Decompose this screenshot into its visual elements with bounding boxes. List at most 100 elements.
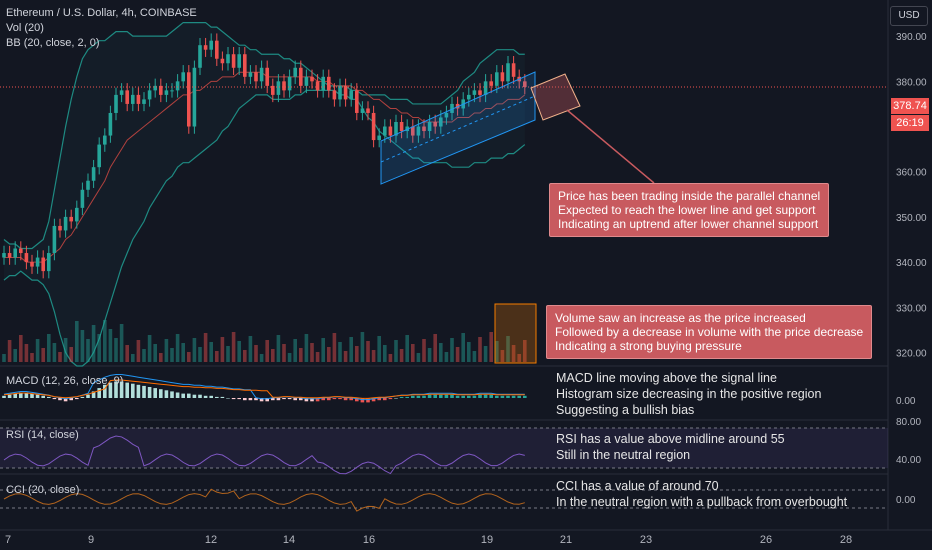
candle-body bbox=[439, 117, 443, 127]
macd-histogram-bar bbox=[327, 398, 331, 401]
candle-body bbox=[91, 167, 96, 181]
macd-histogram-bar bbox=[343, 398, 348, 401]
candle-body bbox=[80, 189, 85, 208]
candle-body bbox=[254, 72, 258, 82]
candle-body bbox=[315, 81, 320, 91]
channel-note-line-1: Price has been trading inside the parall… bbox=[558, 189, 821, 203]
macd-histogram-bar bbox=[175, 392, 180, 398]
volume-bar bbox=[355, 346, 359, 362]
volume-bar bbox=[315, 352, 320, 362]
candle-body bbox=[231, 54, 236, 68]
volume-bar bbox=[310, 343, 314, 362]
volume-bar bbox=[203, 333, 208, 362]
candle-body bbox=[7, 253, 12, 258]
candle-body bbox=[220, 58, 225, 64]
candle-body bbox=[131, 94, 135, 104]
price-tick-label: 350.00 bbox=[896, 213, 927, 224]
candle-body bbox=[248, 72, 253, 77]
indicator-tick-label: 40.00 bbox=[896, 455, 921, 466]
volume-bar bbox=[175, 334, 180, 362]
macd-histogram-bar bbox=[125, 382, 129, 398]
parallel-channel bbox=[380, 71, 536, 185]
macd-histogram-bar bbox=[483, 394, 488, 398]
macd-histogram-bar bbox=[287, 398, 292, 400]
macd-histogram-bar bbox=[293, 398, 297, 401]
macd-histogram-bar bbox=[248, 398, 253, 401]
candle-body bbox=[69, 216, 73, 222]
currency-button[interactable]: USD bbox=[890, 6, 928, 26]
macd-histogram-bar bbox=[360, 398, 365, 403]
candle-body bbox=[97, 144, 101, 168]
candle-body bbox=[147, 90, 152, 100]
macd-histogram-bar bbox=[30, 393, 34, 398]
macd-histogram-bar bbox=[338, 398, 342, 400]
volume-bar bbox=[52, 343, 57, 362]
candle-body bbox=[41, 257, 45, 272]
macd-histogram-bar bbox=[388, 398, 393, 400]
rsi-pane-label: RSI (14, close) bbox=[6, 429, 79, 441]
volume-bar bbox=[287, 353, 292, 362]
channel-midline bbox=[380, 95, 536, 163]
candle-body bbox=[187, 72, 191, 127]
volume-bar bbox=[226, 346, 230, 362]
candle-body bbox=[304, 76, 309, 86]
volume-bar bbox=[461, 333, 465, 362]
macd-histogram-bar bbox=[450, 394, 454, 398]
volume-bar bbox=[455, 347, 460, 362]
candle-body bbox=[310, 76, 314, 82]
volume-bar bbox=[254, 345, 258, 362]
cci-note-line-1: CCI has a value of around 70 bbox=[556, 479, 719, 493]
candle-body bbox=[450, 103, 454, 113]
macd-line bbox=[3, 374, 525, 401]
indicator-tick-label: 80.00 bbox=[896, 417, 921, 428]
candle-body bbox=[192, 67, 197, 127]
macd-histogram-bar bbox=[455, 395, 460, 398]
macd-histogram-bar bbox=[433, 394, 437, 398]
macd-histogram-bar bbox=[315, 398, 320, 402]
price-tick-label: 380.00 bbox=[896, 77, 927, 88]
price-tick-label: 360.00 bbox=[896, 168, 927, 179]
volume-bar bbox=[231, 332, 236, 362]
candle-body bbox=[271, 85, 275, 95]
candle-body bbox=[355, 90, 359, 113]
macd-histogram-bar bbox=[69, 398, 73, 401]
time-tick-label: 19 bbox=[481, 534, 493, 546]
macd-histogram-bar bbox=[170, 391, 174, 398]
volume-bar bbox=[265, 340, 269, 362]
candle-body bbox=[209, 40, 213, 50]
volume-bar bbox=[439, 343, 443, 362]
volume-bar bbox=[131, 354, 135, 362]
candle-body bbox=[478, 90, 482, 95]
candle-body bbox=[243, 54, 247, 77]
macd-histogram-bar bbox=[181, 393, 185, 398]
macd-histogram-bar bbox=[461, 395, 465, 398]
macd-histogram-bar bbox=[265, 398, 269, 402]
macd-histogram-bar bbox=[231, 398, 236, 400]
macd-histogram-bar bbox=[159, 389, 163, 398]
volume-bar bbox=[444, 352, 449, 362]
macd-histogram-bar bbox=[472, 395, 477, 398]
candle-body bbox=[142, 99, 146, 104]
volume-bar bbox=[142, 349, 146, 362]
macd-histogram-bar bbox=[517, 395, 521, 398]
volume-bar bbox=[523, 340, 527, 362]
volume-bar bbox=[500, 350, 505, 362]
macd-histogram-bar bbox=[500, 395, 505, 398]
volume-bar bbox=[388, 354, 393, 362]
candle-body bbox=[119, 90, 124, 95]
macd-note-line-2: Histogram size decreasing in the positiv… bbox=[556, 387, 822, 401]
volume-bar bbox=[377, 336, 381, 362]
volume-note-line-3: Indicating a strong buying pressure bbox=[555, 339, 742, 353]
macd-histogram-bar bbox=[254, 398, 258, 401]
volume-bar bbox=[63, 338, 68, 362]
volume-bar bbox=[97, 334, 101, 362]
candle-body bbox=[383, 126, 387, 136]
macd-histogram-bar bbox=[58, 398, 62, 401]
volume-bar bbox=[293, 339, 297, 362]
macd-histogram-bar bbox=[299, 398, 303, 401]
macd-histogram-bar bbox=[97, 388, 101, 398]
volume-bar bbox=[366, 341, 370, 362]
candle-body bbox=[299, 67, 303, 86]
candle-body bbox=[483, 81, 488, 95]
volume-bar bbox=[399, 349, 404, 362]
